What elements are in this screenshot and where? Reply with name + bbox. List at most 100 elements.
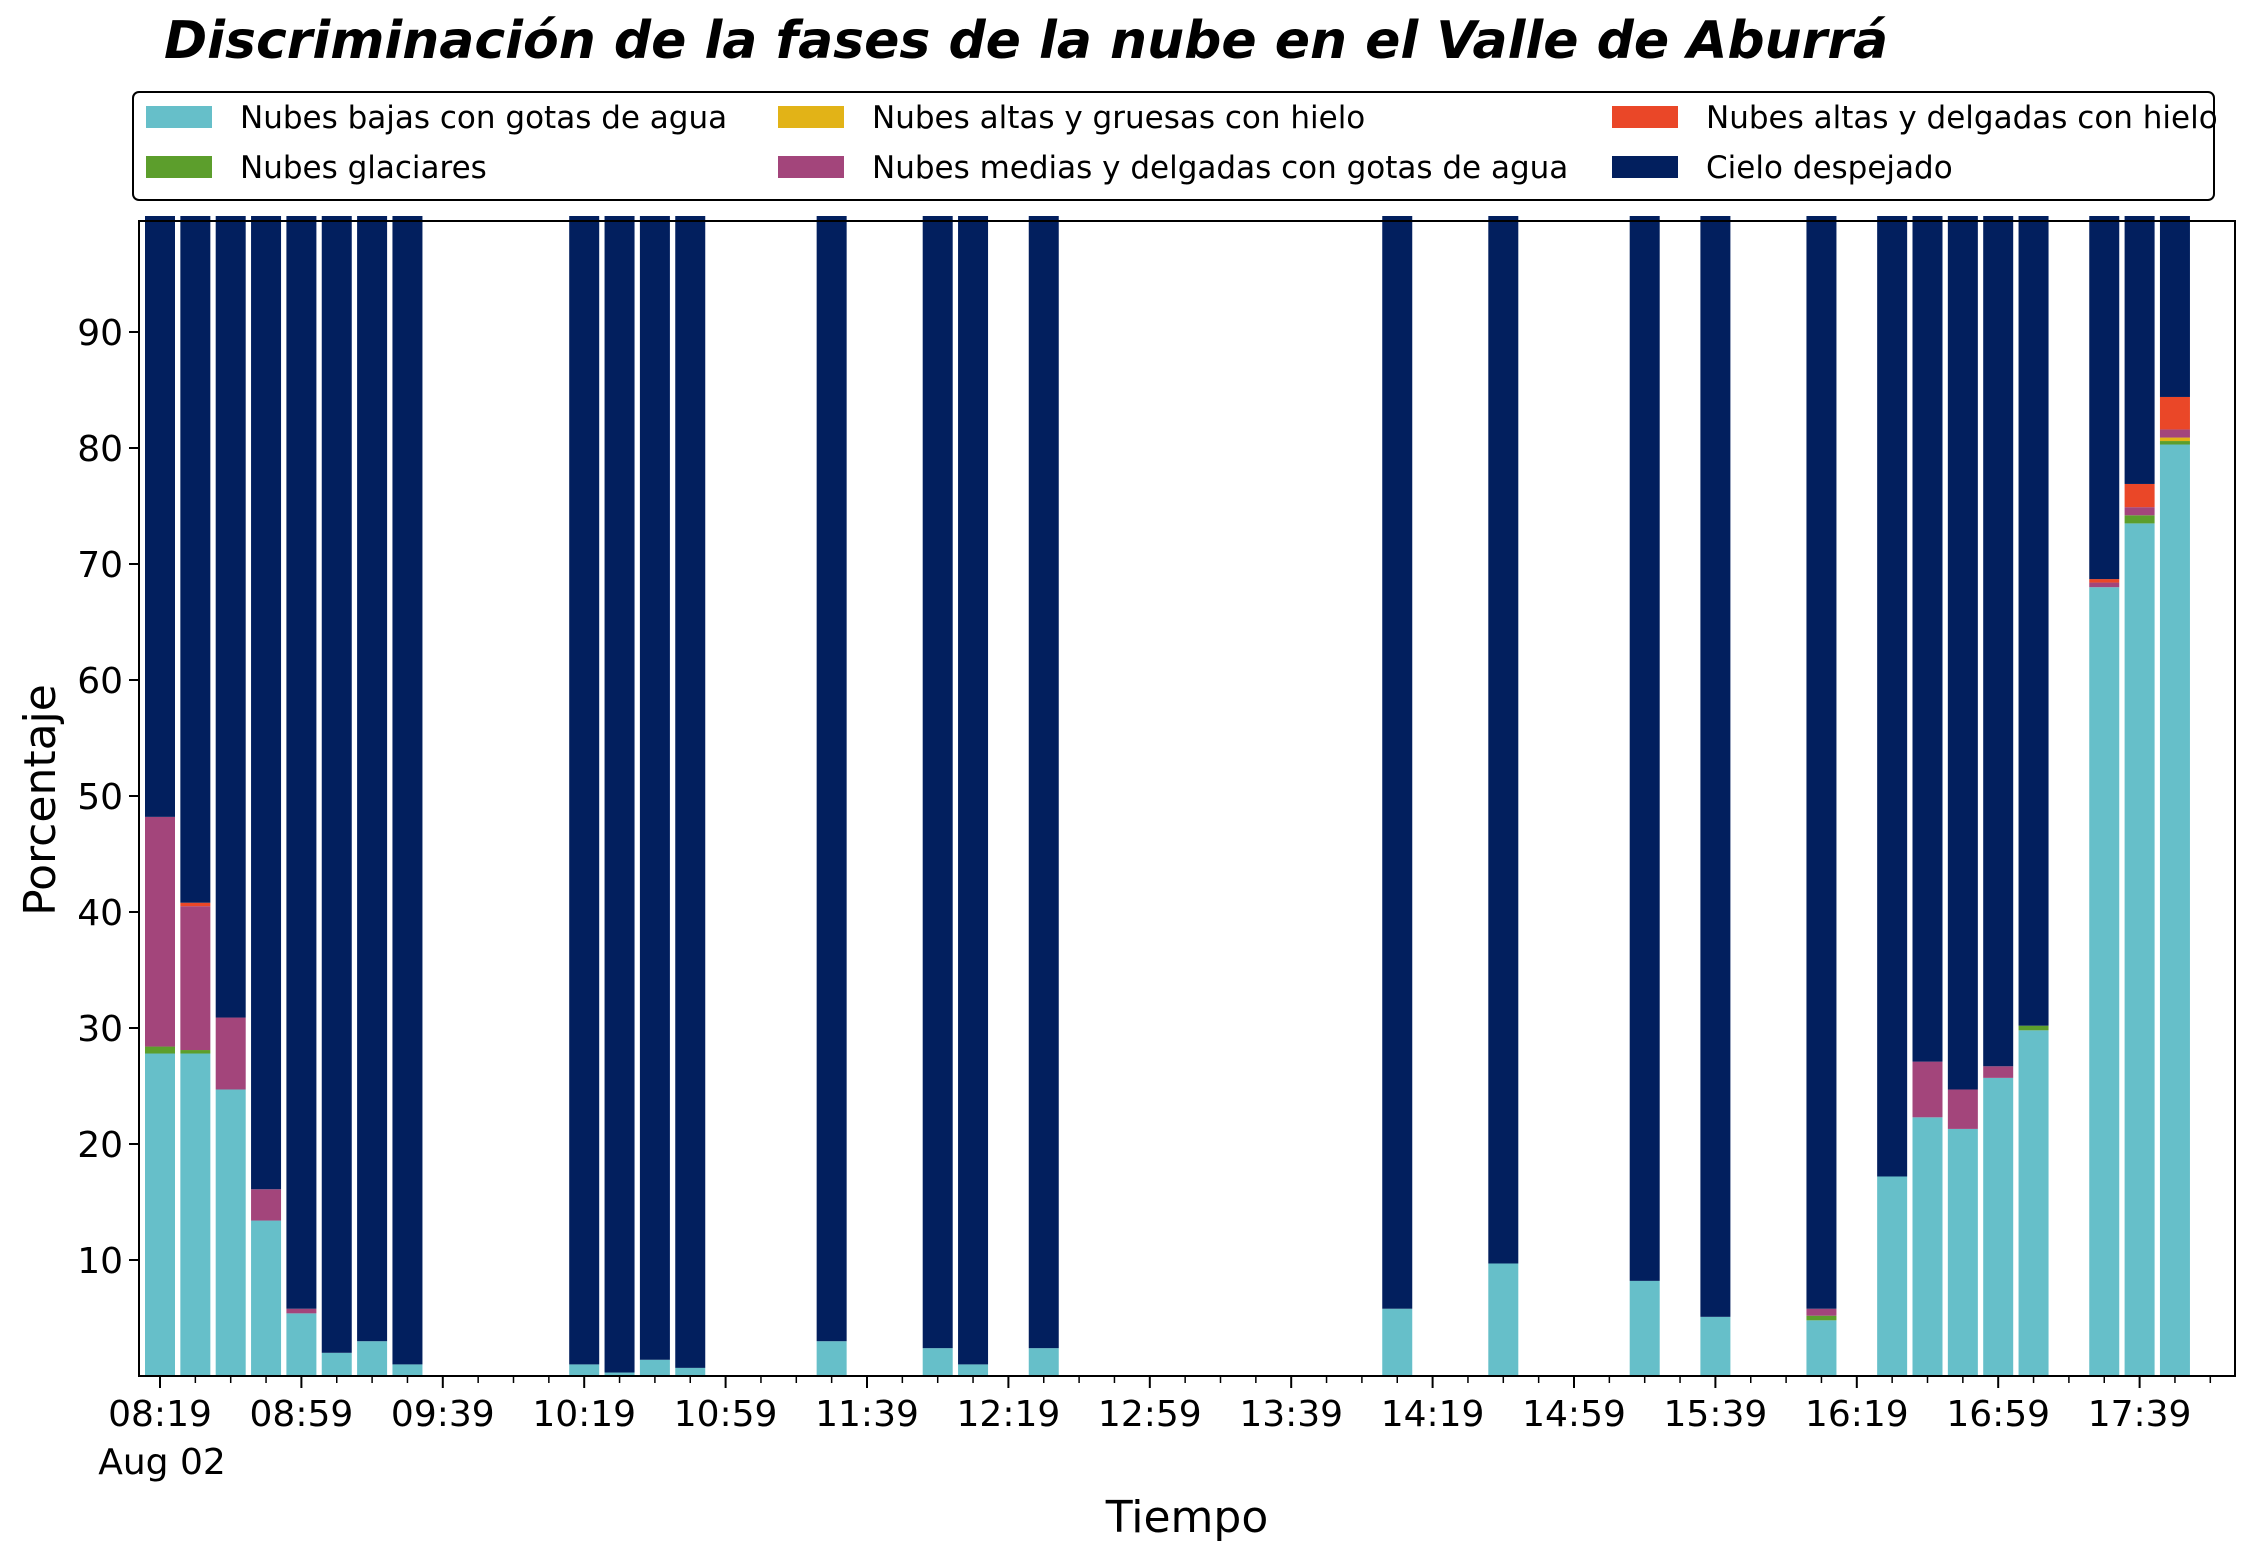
x-tick-label: 15:39 bbox=[1664, 1394, 1768, 1435]
bar-segment bbox=[2124, 523, 2155, 1376]
y-tick-label: 10 bbox=[77, 1241, 123, 1282]
bar-segment bbox=[2159, 437, 2190, 442]
bar-stack bbox=[1700, 216, 1731, 1376]
x-tick-label: 12:19 bbox=[957, 1394, 1061, 1435]
x-axis: 08:19 08:59 09:39 10:19 10:59 11:39 12:19 12:59… bbox=[108, 1376, 2212, 1435]
bar-segment bbox=[357, 1341, 388, 1376]
bar-segment bbox=[286, 1313, 317, 1376]
bar-segment bbox=[1912, 1117, 1943, 1376]
x-tick-label: 16:59 bbox=[1946, 1394, 2050, 1435]
bar-segment bbox=[639, 1359, 670, 1376]
legend-swatch bbox=[1612, 156, 1678, 178]
bar-segment bbox=[1947, 216, 1978, 1090]
bar-stack bbox=[215, 216, 246, 1376]
bar-segment bbox=[2018, 216, 2049, 1026]
y-tick-label: 70 bbox=[77, 545, 123, 586]
legend-swatch bbox=[146, 156, 212, 178]
bar-stack bbox=[922, 216, 953, 1376]
bar-segment bbox=[1382, 1308, 1413, 1376]
x-axis-label: Tiempo bbox=[1105, 1492, 1269, 1543]
bar-segment bbox=[2159, 444, 2190, 1376]
bar-segment bbox=[1700, 1316, 1731, 1376]
bar-stack bbox=[2018, 216, 2049, 1376]
bar-segment bbox=[286, 1308, 317, 1314]
bar-segment bbox=[1700, 216, 1731, 1317]
bar-segment bbox=[2159, 396, 2190, 430]
bar-segment bbox=[180, 906, 211, 1051]
bar-segment bbox=[1912, 1061, 1943, 1118]
bar-segment bbox=[1877, 1176, 1908, 1376]
bar-segment bbox=[1983, 1077, 2014, 1376]
bar-segment bbox=[2124, 507, 2155, 516]
bar-segment bbox=[604, 1372, 635, 1376]
legend-label: Cielo despejado bbox=[1706, 150, 1953, 186]
bar-segment bbox=[145, 1053, 175, 1376]
bar-segment bbox=[1488, 1263, 1519, 1376]
bar-stack bbox=[145, 216, 175, 1376]
y-tick-label: 40 bbox=[77, 893, 123, 934]
bar-stack bbox=[392, 216, 423, 1376]
bar-segment bbox=[922, 216, 953, 1349]
bar-segment bbox=[145, 816, 175, 1047]
y-tick-label: 20 bbox=[77, 1125, 123, 1166]
bar-stack bbox=[1488, 216, 1519, 1376]
bar-segment bbox=[321, 1352, 352, 1376]
y-tick-label: 30 bbox=[77, 1009, 123, 1050]
y-tick-label: 60 bbox=[77, 661, 123, 702]
legend: Nubes bajas con gotas de agua Nubes glaci… bbox=[132, 91, 2218, 201]
bar-stack bbox=[357, 216, 388, 1376]
bar-stack bbox=[1877, 216, 1908, 1376]
x-tick-label: 10:19 bbox=[532, 1394, 636, 1435]
bar-segment bbox=[1877, 216, 1908, 1177]
bar-stack bbox=[2159, 216, 2190, 1376]
y-axis: 10 20 30 40 50 60 70 80 90 bbox=[77, 313, 139, 1282]
bar-stack bbox=[958, 216, 989, 1376]
bar-segment bbox=[569, 1364, 600, 1376]
bar-segment bbox=[1947, 1128, 1978, 1376]
bar-segment bbox=[1806, 216, 1837, 1309]
x-tick-label: 14:19 bbox=[1381, 1394, 1485, 1435]
bar-segment bbox=[357, 216, 388, 1342]
bar-segment bbox=[2159, 216, 2190, 397]
bar-segment bbox=[251, 216, 282, 1190]
bar-segment bbox=[2089, 579, 2120, 583]
bar-stack bbox=[1806, 216, 1837, 1376]
bar-segment bbox=[958, 216, 989, 1365]
bar-segment bbox=[251, 1189, 282, 1221]
bar-segment bbox=[2159, 429, 2190, 438]
bar-segment bbox=[180, 216, 211, 903]
bar-segment bbox=[675, 216, 706, 1368]
bar-stack bbox=[569, 216, 600, 1376]
bar-segment bbox=[958, 1364, 989, 1376]
bar-stack bbox=[1947, 216, 1978, 1376]
y-tick-label: 80 bbox=[77, 429, 123, 470]
bar-segment bbox=[321, 216, 352, 1353]
y-axis-label: Porcentaje bbox=[15, 684, 66, 916]
legend-label: Nubes medias y delgadas con gotas de agu… bbox=[872, 150, 1568, 186]
bar-stack bbox=[1028, 216, 1059, 1376]
bar-segment bbox=[816, 216, 847, 1342]
legend-label: Nubes altas y delgadas con hielo bbox=[1706, 100, 2218, 136]
legend-swatch bbox=[1612, 106, 1678, 128]
x-tick-label: 10:59 bbox=[674, 1394, 778, 1435]
bar-segment bbox=[1806, 1315, 1837, 1321]
bar-segment bbox=[2089, 587, 2120, 1376]
chart-title: Discriminación de la fases de la nube en… bbox=[164, 11, 1888, 71]
bar-segment bbox=[2018, 1030, 2049, 1376]
bar-segment bbox=[2089, 582, 2120, 588]
bar-segment bbox=[2089, 216, 2120, 580]
bar-segment bbox=[1912, 216, 1943, 1062]
bar-segment bbox=[2124, 515, 2155, 524]
bar-segment bbox=[145, 216, 175, 817]
bar-segment bbox=[145, 1046, 175, 1054]
bar-segment bbox=[1806, 1320, 1837, 1376]
y-tick-label: 90 bbox=[77, 313, 123, 354]
legend-label: Nubes altas y gruesas con hielo bbox=[872, 100, 1365, 136]
bar-segment bbox=[675, 1367, 706, 1376]
bar-segment bbox=[180, 1050, 211, 1054]
bar-stack bbox=[639, 216, 670, 1376]
bar-segment bbox=[1629, 1280, 1660, 1376]
bar-segment bbox=[816, 1341, 847, 1376]
x-tick-label: 13:39 bbox=[1239, 1394, 1343, 1435]
